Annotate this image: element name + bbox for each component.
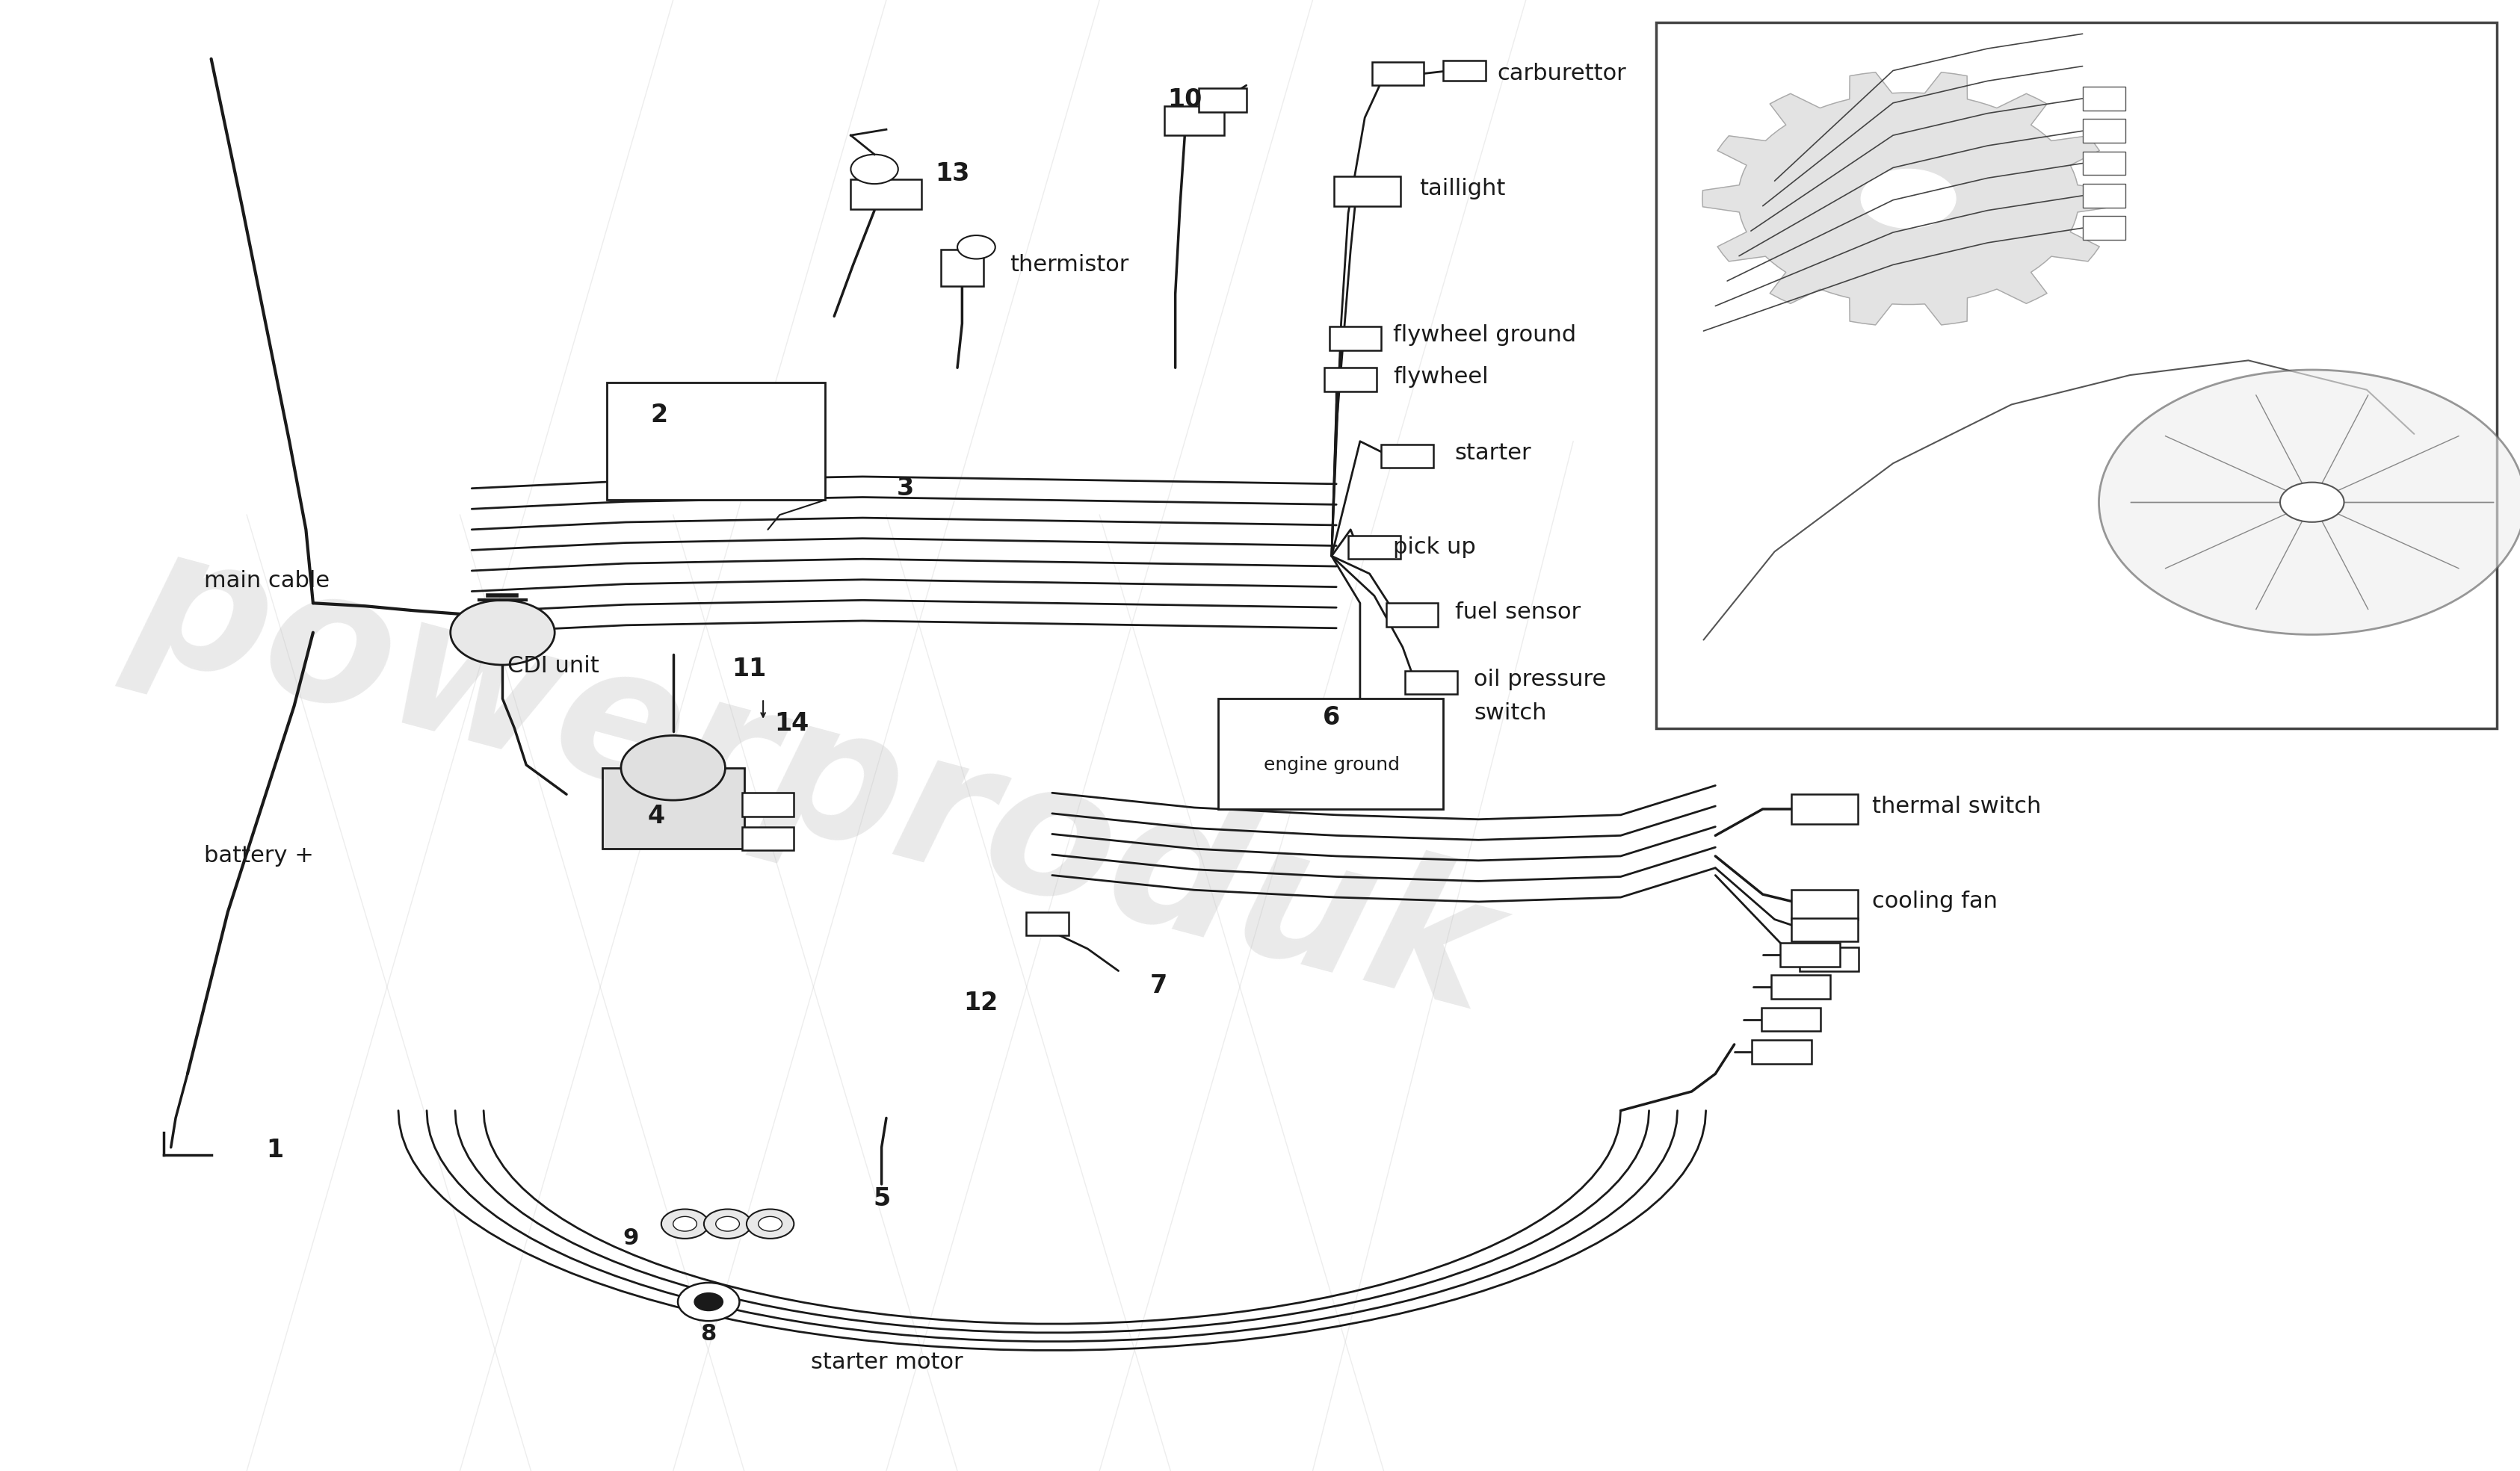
Bar [940,249,983,285]
Bar [1026,912,1068,936]
Text: flywheel: flywheel [1394,366,1489,387]
Text: 8: 8 [701,1324,716,1344]
Bar [741,793,794,816]
Bar [2082,87,2124,110]
Text: 1: 1 [267,1139,285,1162]
Text: 10: 10 [1167,88,1202,112]
Circle shape [2099,369,2520,634]
Circle shape [451,600,554,665]
Circle shape [852,154,897,184]
Text: starter: starter [1454,443,1532,463]
Text: cooling fan: cooling fan [1872,891,1996,912]
Text: powerproduk: powerproduk [116,512,1515,1047]
Text: starter motor: starter motor [811,1352,963,1372]
Bar [1441,60,1484,81]
Bar [607,382,824,500]
Circle shape [678,1283,738,1321]
Bar [1404,671,1457,694]
Bar [1772,975,1830,999]
Text: pick up: pick up [1394,537,1477,558]
Circle shape [660,1209,708,1239]
Text: fuel sensor: fuel sensor [1454,602,1580,622]
Text: oil pressure: oil pressure [1474,669,1605,690]
Bar [1799,947,1857,971]
Text: thermal switch: thermal switch [1872,796,2041,816]
Circle shape [746,1209,794,1239]
Bar [1200,88,1245,112]
Bar [602,768,743,849]
Bar [1164,106,1225,135]
Bar [1751,1040,1812,1064]
Text: 11: 11 [731,658,766,681]
Text: CDI unit: CDI unit [507,656,600,677]
Polygon shape [1701,72,2114,325]
Bar [1381,444,1434,468]
Circle shape [703,1209,751,1239]
Text: battery +: battery + [204,846,315,866]
Bar [1328,327,1381,350]
Bar [1323,368,1376,391]
Bar [2082,216,2124,240]
Text: 2: 2 [650,403,668,427]
Text: 14: 14 [774,712,809,736]
Circle shape [1860,169,1956,228]
Bar [1761,1008,1819,1031]
Circle shape [759,1217,781,1231]
Text: carburettor: carburettor [1497,63,1625,84]
Text: switch: switch [1474,703,1547,724]
Bar [2082,184,2124,207]
Bar [1386,603,1439,627]
Bar [1371,62,1424,85]
Text: 4: 4 [648,805,665,828]
Text: 9: 9 [622,1228,638,1249]
Circle shape [958,235,995,259]
Circle shape [716,1217,738,1231]
Bar [1333,177,1401,206]
Text: engine ground: engine ground [1263,756,1399,774]
Bar [1792,918,1857,941]
Text: 6: 6 [1323,706,1341,730]
Bar [1792,890,1857,919]
Text: 3: 3 [897,477,915,500]
Text: thermistor: thermistor [1008,254,1129,275]
Text: 7: 7 [1149,974,1167,997]
Text: taillight: taillight [1419,178,1504,199]
Text: flywheel ground: flywheel ground [1394,325,1575,346]
Bar [2082,152,2124,175]
Bar [741,827,794,850]
Circle shape [620,736,726,800]
Bar [1792,794,1857,824]
Bar [1348,535,1401,559]
Circle shape [673,1217,696,1231]
Bar [852,179,922,209]
Text: 5: 5 [872,1187,890,1211]
Text: 13: 13 [935,162,970,185]
Text: main cable: main cable [204,571,330,591]
Circle shape [693,1293,723,1311]
Bar [1779,943,1840,966]
Bar [1656,22,2497,728]
Text: 12: 12 [963,991,998,1015]
Circle shape [2281,482,2344,522]
Bar [2082,119,2124,143]
Bar [1217,699,1441,809]
